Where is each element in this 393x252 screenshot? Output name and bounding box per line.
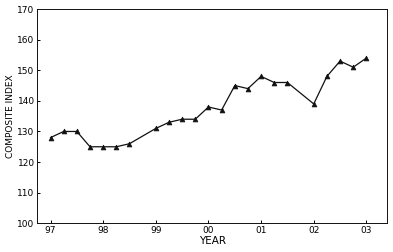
X-axis label: YEAR: YEAR <box>199 236 226 246</box>
Y-axis label: COMPOSITE INDEX: COMPOSITE INDEX <box>6 74 15 158</box>
